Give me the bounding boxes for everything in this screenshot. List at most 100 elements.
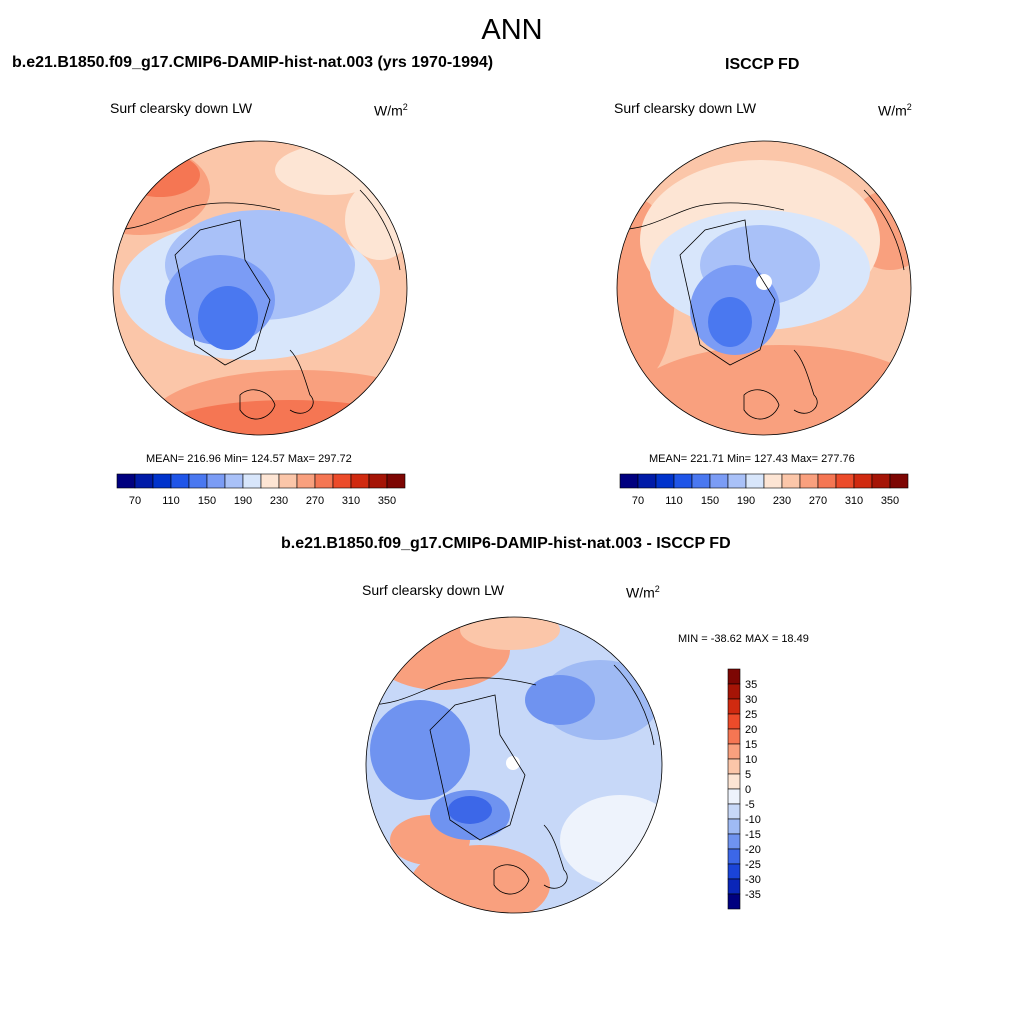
colorbar-obs-swatch <box>835 473 855 489</box>
map-obs-border <box>616 140 912 436</box>
map-diff-coastline-greenland <box>429 694 526 841</box>
panel-diff-units: W/m2 <box>626 584 660 601</box>
colorbar-obs-tick-label: 150 <box>701 495 719 507</box>
colorbar-diff-tick-label: 5 <box>745 769 751 781</box>
panel-obs-title: ISCCP FD <box>725 56 800 73</box>
panel-obs-subtitle: Surf clearsky down LW <box>614 100 757 116</box>
colorbar-diff-swatch <box>727 773 741 790</box>
colorbar-diff-tick-label: 0 <box>745 784 751 796</box>
colorbar-diff-tick-label: -25 <box>745 859 761 871</box>
colorbar-diff-swatch <box>727 743 741 760</box>
colorbar-obs-tick-label: 70 <box>632 495 644 507</box>
colorbar-model-swatch <box>278 473 298 489</box>
colorbar-model: 70 110 150 190 230 270 310 350 <box>116 473 406 507</box>
map-diff-polar-gap <box>506 756 520 770</box>
colorbar-obs-swatch <box>853 473 873 489</box>
colorbar-diff-swatch <box>727 803 741 820</box>
colorbar-diff: 35 30 25 20 15 10 5 0 -5 -10 -15 -20 -25 -30 -35 <box>727 668 761 910</box>
colorbar-model-tick-label: 350 <box>378 495 396 507</box>
panel-model-units: W/m2 <box>374 102 408 119</box>
colorbar-obs: 70 110 150 190 230 270 310 350 <box>619 473 909 507</box>
colorbar-model-swatch <box>314 473 334 489</box>
colorbar-diff-tick-label: -35 <box>745 889 761 901</box>
panel-obs-stats: MEAN= 221.71 Min= 127.43 Max= 277.76 <box>649 453 855 465</box>
colorbar-obs-swatch <box>691 473 711 489</box>
colorbar-model-swatch <box>134 473 154 489</box>
colorbar-diff-swatch <box>727 758 741 775</box>
colorbar-diff-swatch <box>727 668 741 685</box>
colorbar-diff-swatch <box>727 818 741 835</box>
colorbar-model-tick-label: 230 <box>270 495 288 507</box>
colorbar-obs-swatch <box>799 473 819 489</box>
map-diff-field-cold <box>370 700 470 800</box>
colorbar-obs-swatch <box>727 473 747 489</box>
map-diff-field-cold <box>525 675 595 725</box>
colorbar-obs-swatch <box>745 473 765 489</box>
colorbar-obs-swatch <box>781 473 801 489</box>
map-diff-field-colder <box>448 796 492 824</box>
panel-model-title: b.e21.B1850.f09_g17.CMIP6-DAMIP-hist-nat… <box>12 54 494 71</box>
colorbar-obs-swatch <box>637 473 657 489</box>
map-diff-field-neutral <box>560 795 662 885</box>
colorbar-obs-tick-label: 110 <box>665 495 683 507</box>
colorbar-obs-swatch <box>655 473 675 489</box>
colorbar-model-swatch <box>206 473 226 489</box>
colorbar-diff-swatch <box>727 728 741 745</box>
colorbar-model-tick-label: 310 <box>342 495 360 507</box>
colorbar-diff-tick-label: -30 <box>745 874 761 886</box>
colorbar-diff-tick-label: 20 <box>745 724 757 736</box>
map-diff-coastline <box>366 664 655 889</box>
colorbar-model-swatch <box>116 473 136 489</box>
colorbar-model-swatch <box>188 473 208 489</box>
colorbar-diff-swatch <box>727 788 741 805</box>
map-diff-field-warm <box>460 617 560 650</box>
map-diff-coastline-uk <box>493 864 530 895</box>
colorbar-obs-swatch <box>709 473 729 489</box>
panel-diff-stats: MIN = -38.62 MAX = 18.49 <box>678 633 809 645</box>
map-model-border <box>112 140 408 436</box>
colorbar-model-tick-label: 70 <box>129 495 141 507</box>
map-obs-coastline-greenland <box>679 219 776 366</box>
main-title: ANN <box>481 14 543 46</box>
map-model-coastline-greenland <box>174 219 271 366</box>
colorbar-diff-tick-label: 10 <box>745 754 757 766</box>
colorbar-diff-tick-label: 25 <box>745 709 757 721</box>
colorbar-obs-tick-label: 310 <box>845 495 863 507</box>
colorbar-diff-tick-label: -20 <box>745 844 761 856</box>
colorbar-model-swatch <box>224 473 244 489</box>
colorbar-obs-swatch <box>889 473 909 489</box>
colorbar-obs-tick-label: 230 <box>773 495 791 507</box>
map-obs-coastline <box>617 189 905 414</box>
colorbar-obs-swatch <box>619 473 639 489</box>
panel-model-subtitle: Surf clearsky down LW <box>110 100 253 116</box>
colorbar-diff-tick-label: -10 <box>745 814 761 826</box>
colorbar-model-swatch <box>386 473 406 489</box>
map-model-coastline <box>113 189 401 414</box>
colorbar-diff-swatch <box>727 683 741 700</box>
colorbar-model-tick-label: 190 <box>234 495 252 507</box>
panel-diff-subtitle: Surf clearsky down LW <box>362 582 505 598</box>
colorbar-model-swatch <box>332 473 352 489</box>
colorbar-model-swatch <box>260 473 280 489</box>
map-diff-border <box>365 616 663 914</box>
colorbar-model-swatch <box>152 473 172 489</box>
colorbar-diff-tick-label: 30 <box>745 694 757 706</box>
colorbar-model-swatch <box>242 473 262 489</box>
colorbar-model-swatch <box>296 473 316 489</box>
colorbar-diff-tick-label: -15 <box>745 829 761 841</box>
colorbar-diff-swatch <box>727 848 741 865</box>
colorbar-diff-swatch <box>727 878 741 895</box>
map-model-coastline-uk <box>239 389 276 420</box>
colorbar-diff-swatch <box>727 833 741 850</box>
panel-model-stats: MEAN= 216.96 Min= 124.57 Max= 297.72 <box>146 453 352 465</box>
map-obs-coastline-uk <box>743 389 780 420</box>
colorbar-diff-tick-label: 35 <box>745 679 757 691</box>
map-model-field-coldest <box>198 286 258 350</box>
colorbar-diff-tick-label: -5 <box>745 799 755 811</box>
panel-obs-units: W/m2 <box>878 102 912 119</box>
colorbar-diff-swatch <box>727 863 741 880</box>
colorbar-obs-swatch <box>763 473 783 489</box>
